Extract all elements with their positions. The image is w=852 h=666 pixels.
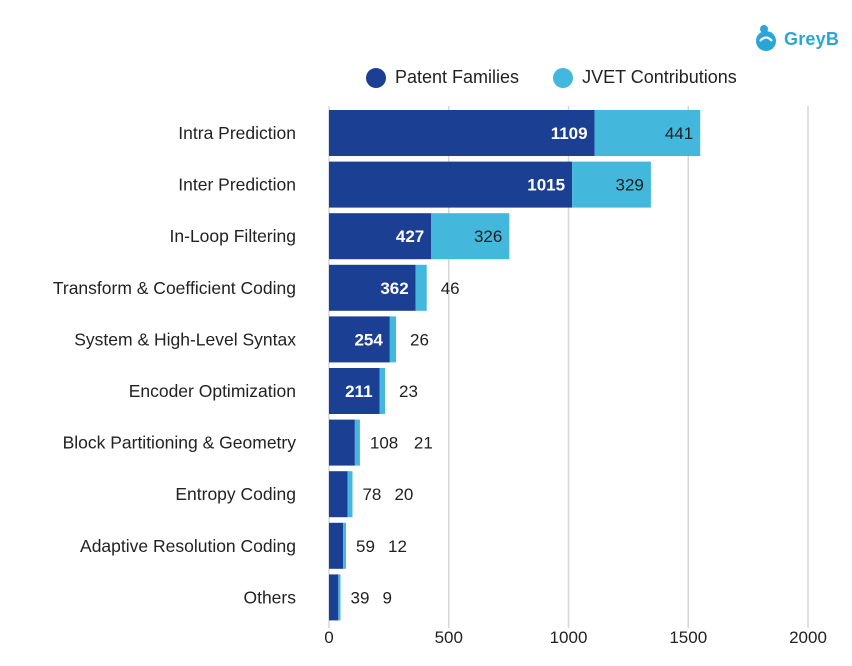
data-label-jvet-contributions-adaptive-resolution-coding: 12 bbox=[388, 537, 407, 556]
greyb-logo-icon bbox=[756, 25, 776, 51]
bar-patent-families-in-loop-filtering bbox=[329, 213, 432, 260]
legend-marker-jvet-contributions bbox=[553, 67, 574, 88]
category-label-entropy-coding: Entropy Coding bbox=[175, 484, 296, 504]
data-label-jvet-contributions-others: 9 bbox=[382, 588, 391, 607]
x-tick-label-1000: 1000 bbox=[550, 628, 588, 647]
category-label-in-loop-filtering: In-Loop Filtering bbox=[170, 226, 296, 246]
data-label-jvet-contributions-in-loop-filtering: 326 bbox=[474, 227, 502, 246]
data-label-patent-families-encoder-optimization: 211 bbox=[345, 382, 372, 401]
bar-patent-families-others bbox=[329, 574, 339, 621]
data-label-jvet-contributions-inter-prediction: 329 bbox=[616, 176, 644, 195]
data-label-patent-families-inter-prediction: 1015 bbox=[527, 176, 565, 195]
bar-patent-families-encoder-optimization bbox=[329, 368, 380, 414]
bar-patent-families-block-partitioning-geometry bbox=[329, 419, 355, 466]
bar-patent-families-adaptive-resolution-coding bbox=[329, 522, 344, 569]
legend-marker-patent-families bbox=[366, 67, 386, 88]
bar-jvet-contributions-entropy-coding bbox=[347, 471, 353, 518]
bar-jvet-contributions-inter-prediction bbox=[572, 161, 651, 208]
x-tick-label-500: 500 bbox=[435, 628, 463, 647]
legend-item-jvet-contributions: JVET Contributions bbox=[553, 67, 737, 88]
category-label-inter-prediction: Inter Prediction bbox=[178, 175, 296, 195]
data-label-patent-families-transform-coefficient-coding: 362 bbox=[380, 279, 408, 298]
x-tick-label-2000: 2000 bbox=[789, 628, 827, 647]
legend: Patent Families JVET Contributions bbox=[366, 67, 771, 88]
data-label-patent-families-block-partitioning-geometry: 108 bbox=[370, 434, 398, 453]
category-label-others: Others bbox=[243, 587, 296, 607]
x-tick-label-1500: 1500 bbox=[669, 628, 707, 647]
x-tick-label-0: 0 bbox=[324, 628, 333, 647]
data-label-patent-families-intra-prediction: 1109 bbox=[551, 124, 588, 143]
legend-label-patent-families: Patent Families bbox=[395, 67, 520, 87]
greyb-logo-text: GreyB bbox=[784, 28, 840, 49]
bar-jvet-contributions-others bbox=[338, 574, 341, 621]
data-label-patent-families-system-high-level-syntax: 254 bbox=[354, 330, 383, 349]
bar-jvet-contributions-encoder-optimization bbox=[379, 368, 386, 414]
data-label-jvet-contributions-intra-prediction: 441 bbox=[665, 124, 693, 143]
bar-jvet-contributions-system-high-level-syntax bbox=[389, 316, 397, 363]
data-label-patent-families-others: 39 bbox=[350, 588, 369, 607]
bar-patent-families-intra-prediction bbox=[329, 110, 595, 156]
bar-patent-families-inter-prediction bbox=[329, 161, 573, 208]
category-label-adaptive-resolution-coding: Adaptive Resolution Coding bbox=[80, 536, 296, 556]
bar-patent-families-entropy-coding bbox=[329, 471, 348, 518]
bar-jvet-contributions-transform-coefficient-coding bbox=[415, 264, 427, 311]
bar-patent-families-system-high-level-syntax bbox=[329, 316, 390, 363]
legend-item-patent-families: Patent Families bbox=[366, 67, 519, 88]
data-label-jvet-contributions-entropy-coding: 20 bbox=[394, 485, 413, 504]
category-label-system-high-level-syntax: System & High-Level Syntax bbox=[74, 329, 296, 349]
bar-jvet-contributions-in-loop-filtering bbox=[431, 213, 510, 260]
data-label-jvet-contributions-block-partitioning-geometry: 21 bbox=[414, 434, 433, 453]
bar-patent-families-transform-coefficient-coding bbox=[329, 264, 416, 311]
data-label-patent-families-adaptive-resolution-coding: 59 bbox=[356, 537, 375, 556]
greyb-logo: GreyB bbox=[754, 24, 839, 54]
category-label-encoder-optimization: Encoder Optimization bbox=[129, 381, 296, 401]
bar-jvet-contributions-adaptive-resolution-coding bbox=[343, 522, 347, 569]
category-label-block-partitioning-geometry: Block Partitioning & Geometry bbox=[63, 433, 297, 453]
data-label-jvet-contributions-transform-coefficient-coding: 46 bbox=[441, 279, 460, 298]
data-label-jvet-contributions-encoder-optimization: 23 bbox=[399, 382, 418, 401]
category-label-intra-prediction: Intra Prediction bbox=[178, 123, 296, 143]
bar-jvet-contributions-intra-prediction bbox=[594, 110, 701, 156]
data-label-jvet-contributions-system-high-level-syntax: 26 bbox=[410, 330, 429, 349]
legend-label-jvet-contributions: JVET Contributions bbox=[582, 67, 737, 87]
bar-jvet-contributions-block-partitioning-geometry bbox=[354, 419, 360, 466]
category-label-transform-coefficient-coding: Transform & Coefficient Coding bbox=[53, 278, 296, 298]
data-label-patent-families-entropy-coding: 78 bbox=[362, 485, 381, 504]
data-label-patent-families-in-loop-filtering: 427 bbox=[396, 227, 424, 246]
